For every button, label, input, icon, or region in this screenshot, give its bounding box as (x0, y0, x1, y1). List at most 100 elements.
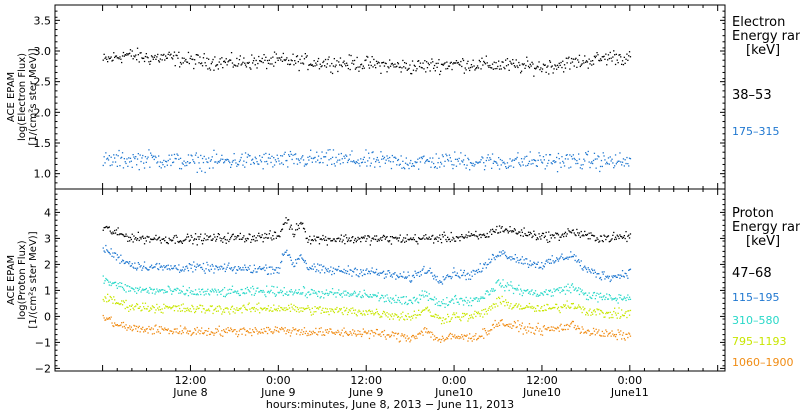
data-point (396, 65, 398, 67)
data-point (206, 309, 208, 311)
data-point (475, 230, 477, 233)
data-point (201, 305, 204, 307)
data-point (218, 161, 220, 163)
data-point (587, 150, 589, 153)
data-point (479, 161, 481, 163)
data-point (311, 307, 313, 309)
data-point (215, 265, 217, 267)
data-point (164, 289, 166, 292)
data-point (348, 295, 350, 297)
data-point (299, 58, 301, 61)
data-point (208, 236, 211, 238)
data-point (172, 290, 174, 293)
data-point (384, 62, 386, 64)
data-point (234, 64, 236, 66)
data-point (556, 68, 558, 70)
data-point (148, 269, 150, 271)
data-point (133, 309, 135, 311)
data-point (492, 303, 494, 305)
data-point (263, 328, 265, 330)
data-point (320, 66, 322, 68)
data-point (267, 62, 270, 64)
data-point (462, 336, 464, 338)
data-point (449, 240, 451, 243)
data-point (264, 59, 266, 61)
data-point (154, 312, 156, 314)
data-point (304, 260, 306, 262)
data-point (215, 153, 218, 155)
data-point (182, 163, 184, 165)
data-point (240, 238, 242, 240)
data-point (391, 154, 393, 157)
data-point (471, 66, 473, 68)
data-point (165, 236, 167, 238)
data-point (242, 292, 244, 294)
data-point (303, 58, 306, 60)
data-point (454, 295, 456, 298)
data-point (525, 258, 527, 260)
data-point (626, 275, 628, 277)
data-point (279, 57, 281, 59)
data-point (237, 164, 240, 166)
data-point (208, 157, 210, 159)
data-point (352, 236, 354, 238)
data-point (349, 240, 351, 242)
electron-legend-unit: [keV] (746, 43, 781, 58)
data-point (357, 311, 359, 313)
data-point (476, 67, 478, 69)
data-point (341, 312, 343, 314)
data-point (121, 304, 124, 306)
data-point (578, 328, 581, 330)
data-point (590, 314, 592, 316)
data-point (530, 331, 532, 334)
data-point (260, 328, 263, 331)
data-point (297, 224, 299, 227)
data-point (491, 67, 493, 69)
data-point (256, 271, 258, 273)
data-point (528, 67, 531, 69)
data-point (275, 308, 277, 310)
data-point (510, 165, 512, 167)
data-point (607, 333, 610, 335)
data-point (447, 304, 449, 307)
data-point (196, 244, 198, 246)
data-point (494, 231, 496, 233)
data-point (623, 235, 625, 237)
data-point (462, 237, 465, 239)
data-point (134, 262, 136, 264)
data-point (374, 313, 376, 315)
data-point (388, 334, 390, 336)
data-point (592, 159, 595, 162)
data-point (153, 158, 155, 161)
data-point (109, 164, 111, 167)
data-point (485, 267, 487, 269)
data-point (476, 300, 479, 302)
data-point (590, 272, 592, 274)
data-point (403, 318, 405, 320)
data-point (122, 167, 125, 169)
data-point (126, 285, 128, 287)
data-point (266, 237, 269, 239)
data-point (135, 267, 137, 269)
data-point (233, 64, 235, 66)
data-point (254, 327, 256, 329)
data-point (215, 64, 218, 66)
data-point (255, 59, 257, 62)
data-point (488, 236, 490, 238)
data-point (591, 311, 593, 314)
data-point (326, 270, 328, 272)
data-point (317, 331, 320, 333)
data-point (409, 162, 411, 164)
data-point (385, 338, 387, 340)
data-point (313, 263, 315, 265)
data-point (233, 291, 235, 293)
data-point (492, 68, 494, 70)
data-point (138, 61, 140, 63)
data-point (230, 328, 233, 331)
data-point (324, 239, 326, 241)
data-point (476, 162, 479, 164)
data-point (136, 303, 139, 306)
data-point (152, 328, 154, 330)
data-point (157, 161, 159, 163)
data-point (133, 55, 135, 57)
